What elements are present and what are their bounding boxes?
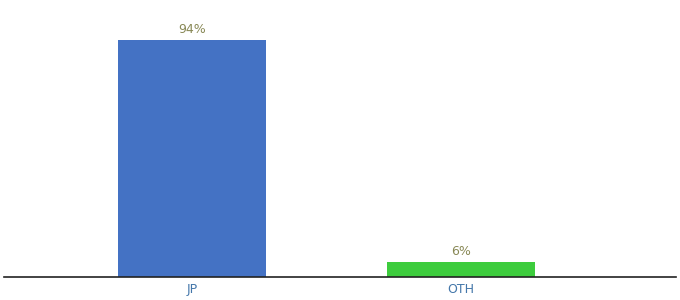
Bar xyxy=(387,262,534,277)
Text: 94%: 94% xyxy=(178,23,206,36)
Text: 6%: 6% xyxy=(451,245,471,258)
Bar xyxy=(118,40,266,277)
